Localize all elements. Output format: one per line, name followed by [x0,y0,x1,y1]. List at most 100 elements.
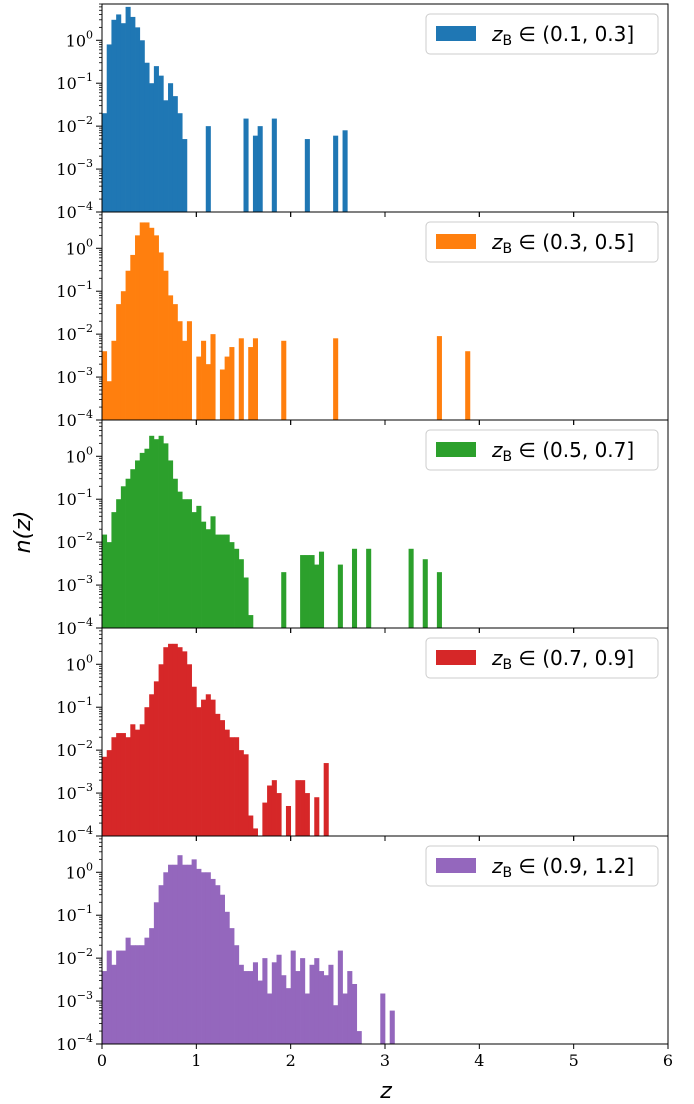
histogram-bar [238,964,244,1044]
y-tick-label: 10−1 [56,279,93,301]
histogram-bar [177,113,183,212]
histogram-bar [276,793,282,836]
histogram-bar [144,707,150,836]
histogram-bar [337,950,343,1044]
histogram-bar [436,572,442,628]
histogram-bar [186,664,192,836]
legend-box [425,637,659,679]
legend-label: zB ∈ (0.7, 0.9] [491,646,634,673]
histogram-bar [182,499,188,628]
histogram-bar [158,885,164,1044]
legend-swatch [436,234,476,249]
histogram-bar [196,707,202,836]
histogram-bar [215,534,221,628]
histogram-bar [158,75,164,213]
histogram-bar [120,733,126,836]
histogram-bar [116,950,122,1044]
histogram-bar [153,681,159,836]
histogram-bar [120,23,126,213]
histogram-bar [182,651,188,836]
histogram-bar [366,548,372,628]
histogram-bar [465,351,471,420]
histogram-bar [182,340,188,420]
histogram-bar [257,980,263,1044]
histogram-bar [234,737,240,836]
histogram-bar [163,443,169,628]
histogram-bar [224,911,230,1044]
histogram-bar [111,964,117,1044]
histogram-bar [342,993,348,1044]
legend-box [425,13,659,55]
histogram-bar [347,971,353,1044]
histogram-bar [238,338,244,420]
histogram-bar [243,577,249,628]
histogram-bar [229,737,235,836]
histogram-bar [116,499,122,628]
histogram-bar [177,491,183,628]
histogram-bar [380,993,386,1044]
histogram-bar [168,83,174,213]
x-tick-label: 0 [97,1051,107,1070]
histogram-bar [333,135,339,212]
y-tick-label: 10−4 [56,616,93,638]
histogram-bar [106,750,112,836]
histogram-bar [201,872,207,1044]
histogram-bar [248,615,254,628]
histogram-bar [295,780,301,836]
histogram-bar [210,334,216,420]
histogram-bar [210,699,216,836]
histogram-bar [219,894,225,1044]
histogram-bar [408,548,414,628]
histogram-bar [436,336,442,420]
histogram-bar [333,338,339,420]
histogram-bar [168,864,174,1044]
histogram-bar [144,937,150,1044]
histogram-bar [219,369,225,420]
histogram-bar [163,647,169,836]
histogram-bar [111,737,117,836]
histogram-bar [229,928,235,1044]
histogram-bar [422,559,428,628]
histogram-bar [172,478,178,628]
histogram-bar [135,729,141,836]
y-tick-label: 10−1 [56,903,93,925]
histogram-bar [210,878,216,1044]
histogram-bar [196,505,202,628]
histogram-bar [229,347,235,420]
histogram-bar [328,964,334,1044]
histogram-bar [314,958,320,1044]
histogram-bar [172,304,178,420]
histogram-bar [224,356,230,420]
histogram-bar [201,699,207,836]
histogram-bar [135,945,141,1044]
histogram-bar [158,664,164,836]
histogram-bar [130,469,136,628]
histogram-bar [106,542,112,628]
legend-box [425,221,659,263]
histogram-bar [102,534,108,628]
panel-4: 10−4 10−3 10−2 10−1 100 zB ∈ (0.7, 0.9] [56,627,669,846]
histogram-bar [342,130,348,212]
histogram-bar [252,135,258,212]
histogram-bar [168,643,174,836]
histogram-bar [149,435,155,628]
histogram-bar [271,962,277,1044]
legend-label: zB ∈ (0.1, 0.3] [491,22,634,49]
legend-swatch [436,858,476,873]
y-tick-label: 100 [66,652,93,674]
histogram-bar [153,66,159,212]
histogram-bar [177,321,183,420]
histogram-bar [201,340,207,420]
histogram-bar [177,855,183,1044]
histogram-bar [304,993,310,1044]
histogram-bar [248,815,254,836]
histogram-bar [102,351,108,420]
y-tick-label: 10−2 [56,530,93,552]
histogram-bar [196,356,202,420]
histogram-bar [186,864,192,1044]
legend-swatch [436,442,476,457]
histogram-bar [182,864,188,1044]
y-tick-label: 10−3 [56,573,93,595]
histogram-bar [149,928,155,1044]
